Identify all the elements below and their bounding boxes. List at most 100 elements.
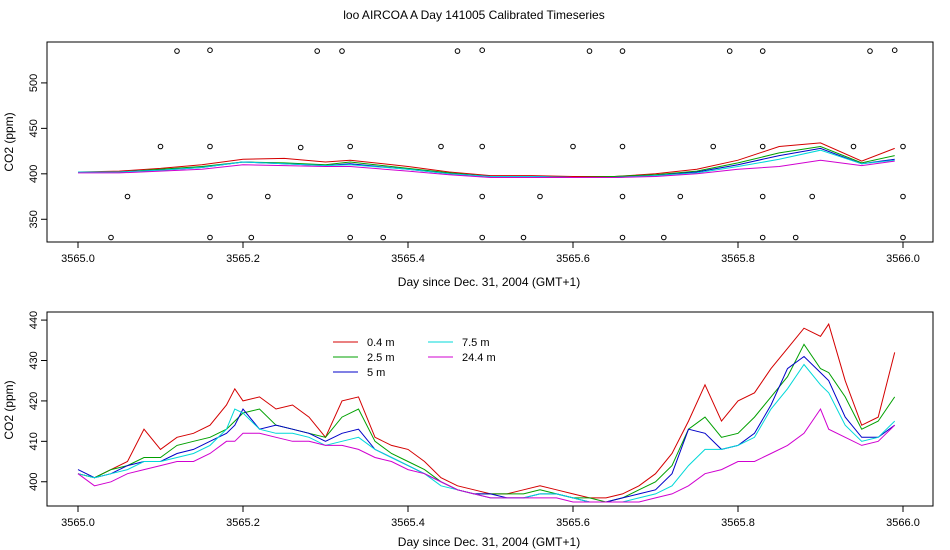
bottom-series-line — [77, 343, 896, 503]
top-y-tick-label: 400 — [28, 165, 40, 183]
flag-point — [726, 48, 733, 54]
legend-label: 7.5 m — [462, 337, 490, 349]
flag-point — [759, 193, 766, 200]
bottom-y-axis: 400 410 420 430 440 — [28, 311, 47, 491]
flag-point — [207, 234, 213, 241]
flag-point — [661, 234, 667, 241]
bottom-series-line — [77, 407, 896, 503]
bottom-x-tick-label: 3565.6 — [556, 517, 590, 529]
flag-point — [157, 143, 164, 150]
flag-point — [792, 234, 799, 241]
legend-label: 0.4 m — [367, 337, 395, 349]
flag-point — [339, 48, 345, 54]
flag-point — [347, 193, 354, 200]
legend-label: 5 m — [367, 367, 385, 379]
flag-point — [619, 48, 626, 54]
flag-point — [347, 143, 354, 150]
top-series-line — [77, 142, 895, 177]
flag-point — [537, 193, 543, 200]
top-y-tick-label: 500 — [28, 74, 40, 92]
bottom-y-tick-label: 420 — [28, 392, 40, 410]
flag-point — [207, 143, 213, 150]
flag-point — [759, 48, 766, 54]
bottom-series-lines — [77, 322, 896, 503]
flag-point — [347, 234, 354, 241]
bottom-y-axis-label: CO2 (ppm) — [2, 380, 16, 439]
top-x-tick-label: 3566.0 — [886, 253, 920, 265]
flag-point — [850, 143, 857, 150]
top-y-axis: 350 400 450 500 — [28, 74, 47, 228]
top-x-axis: 3565.0 3565.2 3565.4 3565.6 3565.8 3566.0 — [61, 242, 920, 265]
flag-point — [454, 48, 461, 54]
flag-point — [174, 48, 180, 54]
top-series-line — [78, 145, 895, 179]
bottom-y-tick-label: 430 — [28, 351, 40, 369]
flag-point — [380, 234, 387, 241]
legend-label: 2.5 m — [367, 352, 395, 364]
flag-point — [124, 193, 131, 200]
top-x-tick-label: 3565.4 — [391, 253, 425, 265]
top-x-tick-label: 3565.0 — [61, 253, 95, 265]
bottom-x-axis-label: Day since Dec. 31, 2004 (GMT+1) — [398, 535, 580, 549]
top-x-tick-label: 3565.8 — [721, 253, 755, 265]
top-y-tick-label: 350 — [28, 210, 40, 228]
bottom-x-tick-label: 3565.8 — [721, 517, 755, 529]
flag-point — [108, 234, 114, 241]
bottom-y-tick-label: 400 — [28, 473, 40, 491]
legend: 0.4 m 2.5 m 5 m 7.5 m 24.4 m — [333, 337, 496, 379]
top-x-tick-label: 3565.2 — [226, 253, 260, 265]
bottom-y-tick-label: 410 — [28, 432, 40, 450]
flag-point — [900, 143, 906, 150]
top-flag-points — [108, 47, 906, 241]
flag-point — [710, 143, 717, 150]
flag-point — [479, 234, 486, 241]
bottom-series-line — [77, 363, 896, 503]
flag-point — [248, 234, 255, 241]
top-series-lines — [77, 142, 895, 179]
flag-point — [619, 143, 626, 150]
flag-point — [265, 193, 271, 200]
bottom-x-tick-label: 3565.2 — [226, 517, 260, 529]
flag-point — [314, 48, 321, 54]
flag-point — [759, 234, 766, 241]
flag-point — [867, 48, 873, 54]
flag-point — [479, 47, 486, 54]
flag-point — [900, 193, 906, 200]
flag-point — [207, 193, 213, 200]
top-series-line — [78, 159, 895, 178]
bottom-series-line — [77, 355, 895, 503]
top-y-tick-label: 450 — [28, 119, 40, 137]
top-x-tick-label: 3565.6 — [556, 253, 590, 265]
chart-title: loo AIRCOA A Day 141005 Calibrated Times… — [343, 8, 604, 22]
flag-point — [207, 47, 213, 54]
flag-point — [479, 193, 486, 200]
top-series-line — [78, 147, 895, 178]
bottom-x-tick-label: 3566.0 — [886, 517, 920, 529]
top-y-axis-label: CO2 (ppm) — [2, 112, 16, 171]
bottom-plot-frame — [46, 311, 934, 507]
flag-point — [759, 143, 766, 150]
top-plot-frame — [46, 41, 934, 243]
flag-point — [570, 143, 576, 150]
flag-point — [520, 234, 527, 241]
top-series-line — [78, 149, 895, 178]
legend-label: 24.4 m — [462, 352, 496, 364]
bottom-x-tick-label: 3565.0 — [61, 517, 95, 529]
flag-point — [619, 193, 626, 200]
flag-point — [586, 48, 593, 54]
flag-point — [891, 47, 898, 54]
flag-point — [809, 193, 816, 200]
flag-point — [438, 143, 444, 150]
flag-point — [396, 193, 403, 200]
bottom-y-tick-label: 440 — [28, 311, 40, 329]
flag-point — [619, 234, 626, 241]
flag-point — [677, 193, 684, 200]
bottom-series-line — [77, 322, 896, 499]
flag-point — [900, 234, 906, 241]
bottom-x-axis: 3565.0 3565.2 3565.4 3565.6 3565.8 3566.0 — [61, 506, 920, 529]
bottom-x-tick-label: 3565.4 — [391, 517, 425, 529]
flag-point — [297, 144, 304, 151]
bottom-panel: 400 410 420 430 440 3565.0 3565.2 3565.4 3565.6… — [2, 311, 934, 549]
